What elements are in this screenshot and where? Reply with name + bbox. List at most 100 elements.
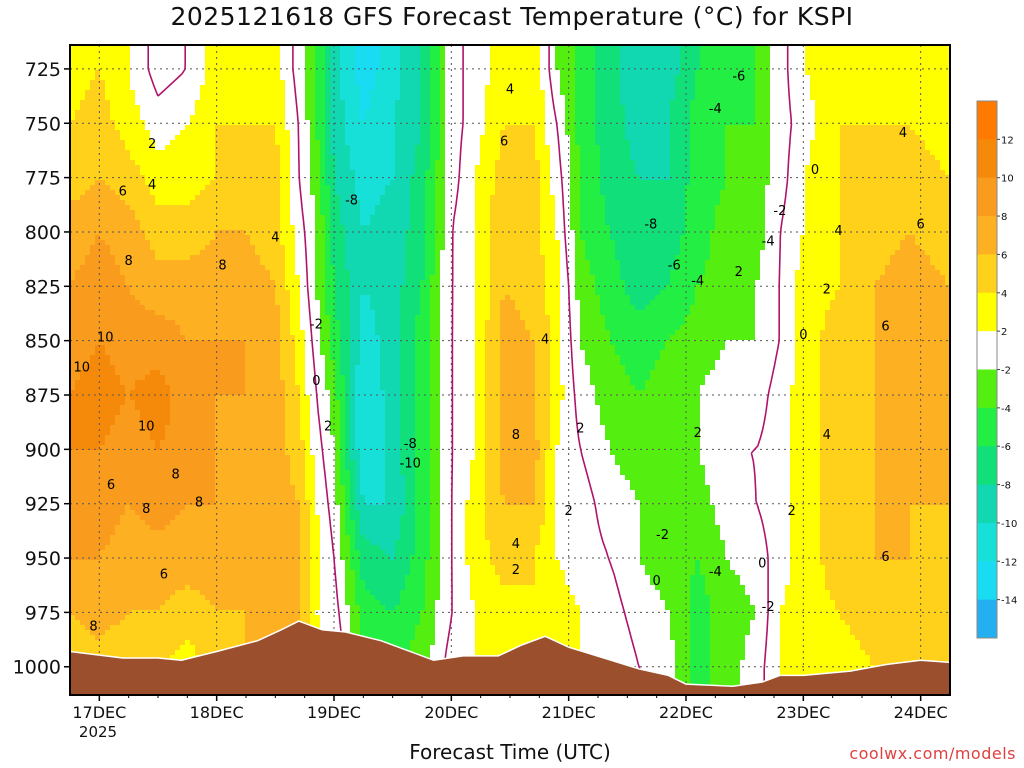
temperature-cell [190, 135, 196, 141]
temperature-cell [160, 595, 166, 601]
temperature-cell [215, 105, 221, 111]
temperature-cell [70, 295, 76, 301]
temperature-cell [95, 505, 101, 511]
temperature-cell [125, 415, 131, 421]
temperature-cell [215, 225, 221, 231]
temperature-cell [175, 125, 181, 131]
temperature-cell [255, 370, 261, 376]
temperature-cell [240, 130, 246, 136]
temperature-cell [255, 480, 261, 486]
temperature-cell [250, 465, 256, 471]
temperature-cell [205, 595, 211, 601]
temperature-cell [190, 310, 196, 316]
temperature-cell [230, 235, 236, 241]
temperature-cell [205, 175, 211, 181]
temperature-cell [185, 565, 191, 571]
temperature-cell [110, 450, 116, 456]
temperature-cell [235, 160, 241, 166]
temperature-cell [170, 245, 176, 251]
temperature-cell [185, 555, 191, 561]
temperature-cell [90, 180, 96, 186]
temperature-cell [250, 260, 256, 266]
temperature-cell [85, 45, 91, 51]
temperature-cell [150, 265, 156, 271]
temperature-cell [185, 175, 191, 181]
temperature-cell [245, 115, 251, 121]
temperature-cell [95, 620, 101, 626]
temperature-cell [255, 305, 261, 311]
temperature-cell [220, 370, 226, 376]
temperature-cell [225, 355, 231, 361]
temperature-cell [200, 450, 206, 456]
temperature-cell [240, 70, 246, 76]
temperature-cell [175, 380, 181, 386]
temperature-cell [140, 140, 146, 146]
temperature-cell [155, 65, 161, 71]
temperature-cell [105, 380, 111, 386]
temperature-cell [185, 500, 191, 506]
temperature-cell [180, 190, 186, 196]
temperature-cell [140, 190, 146, 196]
temperature-cell [155, 170, 161, 176]
temperature-cell [175, 185, 181, 191]
temperature-cell [90, 620, 96, 626]
temperature-cell [135, 240, 141, 246]
temperature-cell [140, 345, 146, 351]
temperature-cell [210, 435, 216, 441]
temperature-cell [230, 625, 236, 631]
temperature-cell [160, 600, 166, 606]
temperature-cell [110, 505, 116, 511]
temperature-cell [170, 485, 176, 491]
temperature-cell [185, 465, 191, 471]
temperature-cell [190, 280, 196, 286]
temperature-cell [120, 410, 126, 416]
temperature-cell [210, 340, 216, 346]
temperature-cell [115, 180, 121, 186]
temperature-cell [105, 560, 111, 566]
temperature-cell [105, 200, 111, 206]
temperature-cell [135, 125, 141, 131]
temperature-cell [170, 420, 176, 426]
temperature-cell [230, 225, 236, 231]
temperature-cell [250, 580, 256, 586]
temperature-cell [90, 625, 96, 631]
temperature-cell [165, 325, 171, 331]
temperature-cell [85, 100, 91, 106]
temperature-cell [80, 95, 86, 101]
temperature-cell [180, 225, 186, 231]
temperature-cell [260, 275, 266, 281]
temperature-cell [70, 465, 76, 471]
temperature-cell [150, 125, 156, 131]
temperature-cell [190, 230, 196, 236]
temperature-cell [250, 470, 256, 476]
temperature-cell [135, 430, 141, 436]
temperature-cell [155, 235, 161, 241]
temperature-cell [195, 405, 201, 411]
temperature-cell [185, 55, 191, 61]
temperature-cell [80, 460, 86, 466]
temperature-cell [240, 480, 246, 486]
temperature-cell [155, 520, 161, 526]
temperature-cell [240, 525, 246, 531]
temperature-cell [140, 535, 146, 541]
temperature-cell [105, 505, 111, 511]
temperature-cell [210, 130, 216, 136]
temperature-cell [165, 355, 171, 361]
temperature-cell [155, 130, 161, 136]
temperature-cell [105, 460, 111, 466]
temperature-cell [235, 625, 241, 631]
temperature-cell [185, 560, 191, 566]
temperature-cell [200, 180, 206, 186]
temperature-cell [250, 535, 256, 541]
temperature-cell [155, 45, 161, 51]
temperature-cell [125, 455, 131, 461]
temperature-cell [185, 105, 191, 111]
temperature-cell [110, 365, 116, 371]
temperature-cell [250, 585, 256, 591]
temperature-cell [100, 505, 106, 511]
temperature-cell [75, 95, 81, 101]
temperature-cell [125, 635, 131, 641]
temperature-cell [85, 530, 91, 536]
temperature-cell [200, 45, 206, 51]
temperature-cell [110, 375, 116, 381]
